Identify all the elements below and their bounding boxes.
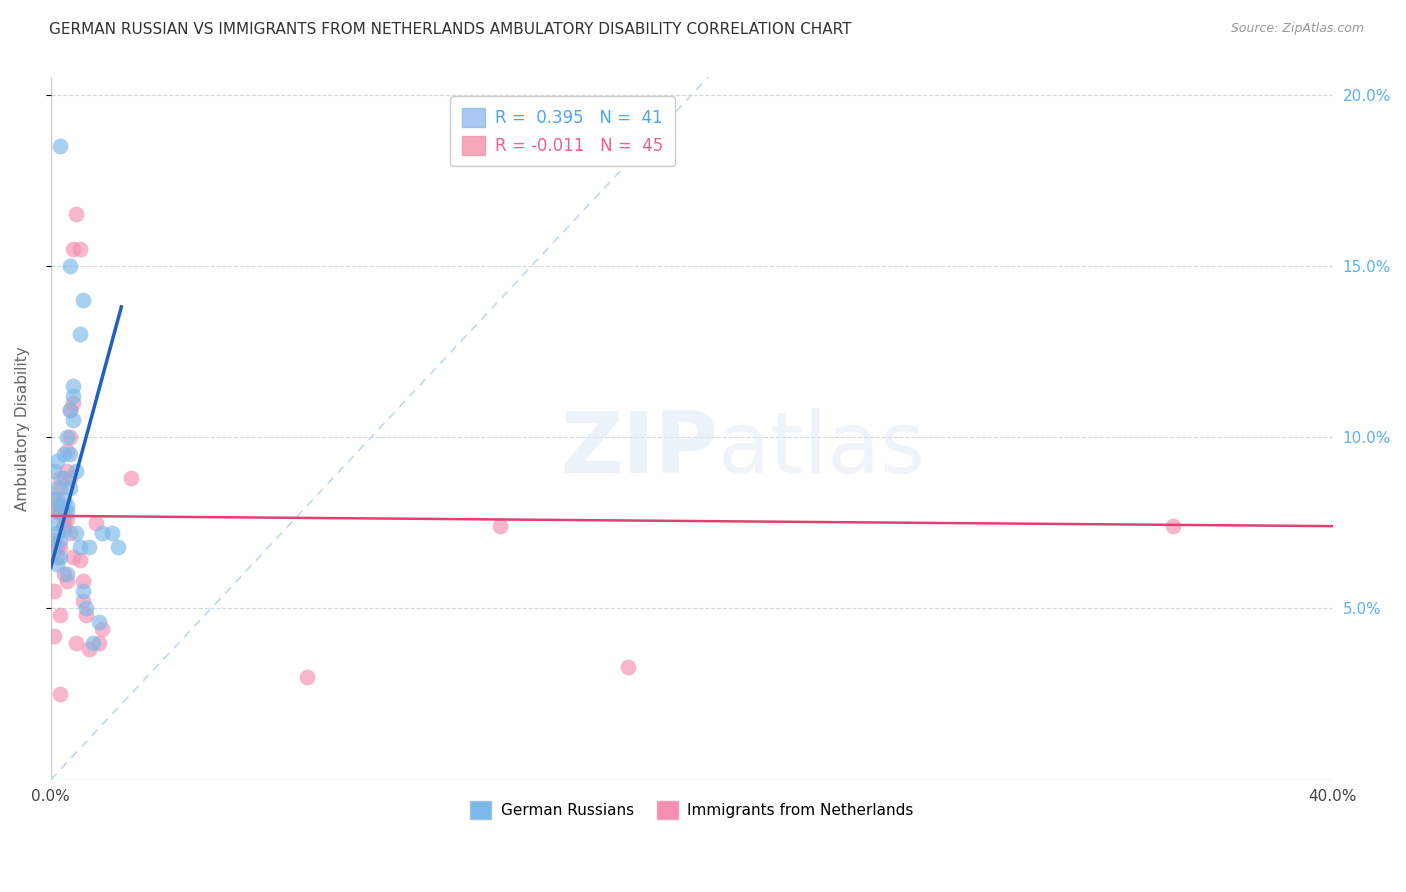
Point [59, 447, 82, 461]
Point [52, 519, 75, 533]
Point [616, 659, 638, 673]
Point [69, 553, 91, 567]
Point [87, 635, 110, 649]
Point [56, 443, 79, 458]
Point [84, 516, 107, 530]
Point [56, 499, 79, 513]
Point [42, 629, 65, 643]
Point [49, 549, 72, 564]
Legend: German Russians, Immigrants from Netherlands: German Russians, Immigrants from Netherl… [464, 795, 920, 824]
Point [52, 512, 75, 526]
Point [46, 491, 69, 506]
Point [46, 549, 69, 564]
Point [107, 540, 129, 554]
Point [49, 687, 72, 701]
Point [56, 505, 79, 519]
Point [49, 139, 72, 153]
Point [79, 642, 101, 657]
Point [1161, 519, 1184, 533]
Point [49, 608, 72, 623]
Point [52, 471, 75, 485]
Point [52, 502, 75, 516]
Point [52, 523, 75, 537]
Point [56, 567, 79, 582]
Text: Source: ZipAtlas.com: Source: ZipAtlas.com [1230, 22, 1364, 36]
Point [72, 574, 94, 588]
Point [62, 396, 84, 410]
Point [59, 430, 82, 444]
Point [56, 512, 79, 526]
Point [65, 464, 87, 478]
Text: ZIP: ZIP [560, 408, 717, 491]
Point [62, 413, 84, 427]
Point [49, 471, 72, 485]
Point [56, 430, 79, 444]
Point [49, 482, 72, 496]
Point [52, 491, 75, 506]
Point [52, 447, 75, 461]
Point [49, 540, 72, 554]
Point [62, 389, 84, 403]
Point [62, 549, 84, 564]
Point [42, 516, 65, 530]
Point [59, 471, 82, 485]
Point [46, 540, 69, 554]
Point [65, 207, 87, 221]
Point [72, 584, 94, 599]
Point [59, 482, 82, 496]
Point [488, 519, 510, 533]
Y-axis label: Ambulatory Disability: Ambulatory Disability [15, 346, 30, 511]
Text: atlas: atlas [717, 408, 925, 491]
Point [62, 378, 84, 392]
Point [72, 293, 94, 307]
Text: GERMAN RUSSIAN VS IMMIGRANTS FROM NETHERLANDS AMBULATORY DISABILITY CORRELATION : GERMAN RUSSIAN VS IMMIGRANTS FROM NETHER… [49, 22, 852, 37]
Point [42, 491, 65, 506]
Point [79, 540, 101, 554]
Point [69, 540, 91, 554]
Point [42, 584, 65, 599]
Point [82, 635, 104, 649]
Point [46, 557, 69, 571]
Point [56, 464, 79, 478]
Point [65, 526, 87, 541]
Point [49, 533, 72, 547]
Point [120, 471, 142, 485]
Point [91, 526, 114, 541]
Point [46, 505, 69, 519]
Point [59, 402, 82, 417]
Point [100, 526, 122, 541]
Point [72, 594, 94, 608]
Point [65, 635, 87, 649]
Point [49, 505, 72, 519]
Point [42, 464, 65, 478]
Point [52, 567, 75, 582]
Point [69, 242, 91, 256]
Point [75, 608, 97, 623]
Point [69, 327, 91, 342]
Point [87, 615, 110, 629]
Point [52, 519, 75, 533]
Point [297, 670, 319, 684]
Point [59, 402, 82, 417]
Point [62, 242, 84, 256]
Point [42, 533, 65, 547]
Point [59, 526, 82, 541]
Point [75, 601, 97, 615]
Point [49, 499, 72, 513]
Point [46, 454, 69, 468]
Point [56, 574, 79, 588]
Point [42, 540, 65, 554]
Point [42, 499, 65, 513]
Point [46, 526, 69, 541]
Point [91, 622, 114, 636]
Point [46, 482, 69, 496]
Point [59, 259, 82, 273]
